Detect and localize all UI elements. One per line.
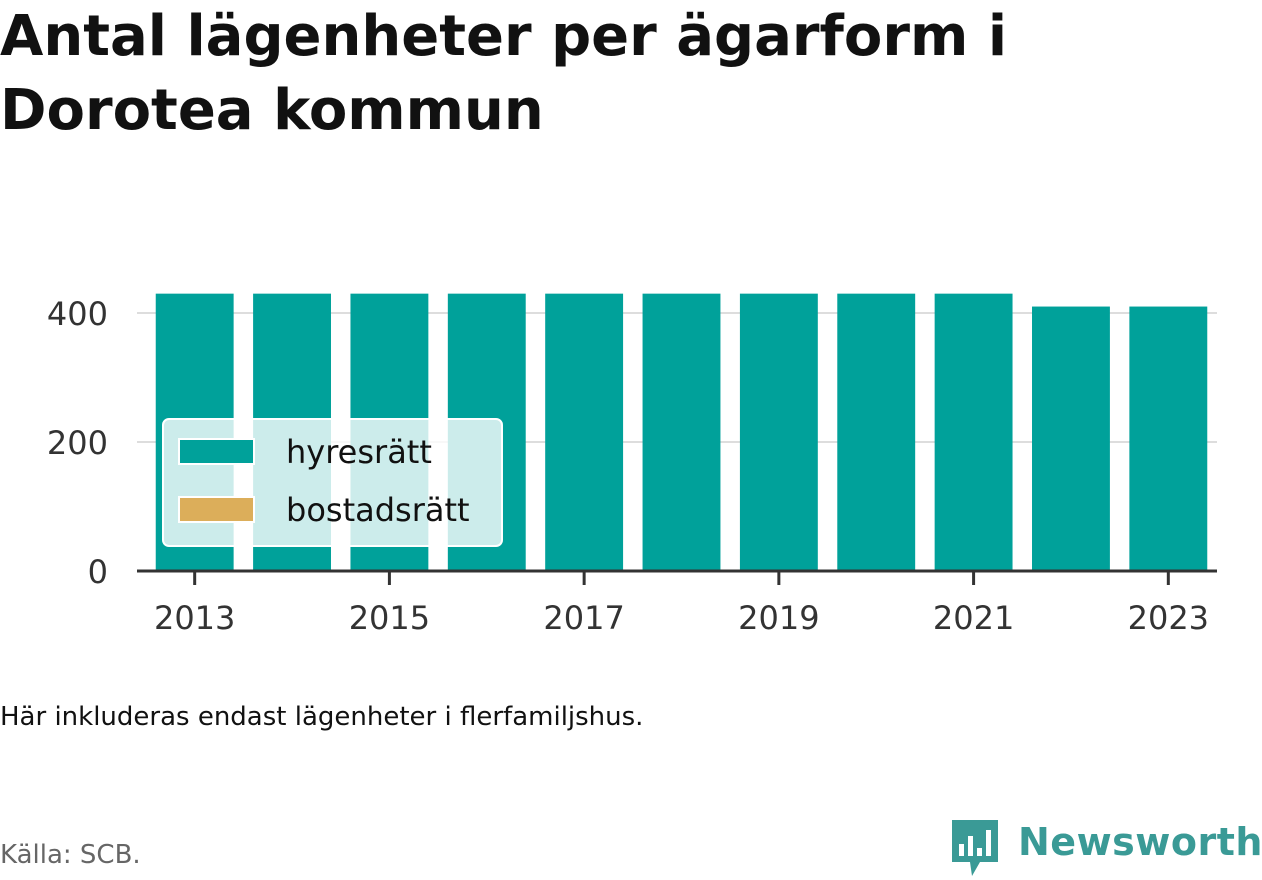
bar-chart-speech-bubble-icon (952, 820, 998, 876)
legend-label-bostadsrätt: bostadsrätt (286, 491, 470, 529)
brand-name: Newsworthy (1018, 820, 1262, 864)
x-tick-label: 2015 (349, 599, 430, 637)
y-tick-label: 200 (47, 424, 108, 462)
legend-swatch-hyresrätt (178, 438, 255, 465)
bar-hyresrätt-2018 (642, 293, 721, 571)
bar-hyresrätt-2022 (1032, 306, 1110, 571)
chart-note: Här inkluderas endast lägenheter i flerf… (0, 702, 644, 732)
bar-hyresrätt-2017 (545, 293, 624, 571)
legend: hyresrätt bostadsrätt (162, 418, 503, 547)
x-tick-label: 2019 (738, 599, 819, 637)
x-tick-label: 2017 (543, 599, 624, 637)
bar-hyresrätt-2023 (1129, 306, 1208, 571)
legend-swatch-bostadsrätt (178, 496, 255, 523)
y-tick-label: 400 (47, 295, 108, 333)
bar-hyresrätt-2020 (837, 293, 916, 571)
x-tick-label: 2023 (1128, 599, 1209, 637)
bar-hyresrätt-2019 (739, 293, 818, 571)
legend-label-hyresrätt: hyresrätt (286, 433, 432, 471)
x-tick-label: 2013 (154, 599, 235, 637)
brand-logo[interactable]: Newsworthy (950, 818, 1262, 880)
chart-title: Antal lägenheter per ägarform i Dorotea … (0, 4, 1008, 143)
y-tick-label: 0 (88, 553, 108, 591)
x-tick-label: 2021 (933, 599, 1014, 637)
axes: 0 200 400 2013 2015 2017 2019 2021 2023 (47, 295, 1217, 637)
bar-hyresrätt-2021 (934, 293, 1013, 571)
source-text: Källa: SCB. (0, 840, 141, 870)
